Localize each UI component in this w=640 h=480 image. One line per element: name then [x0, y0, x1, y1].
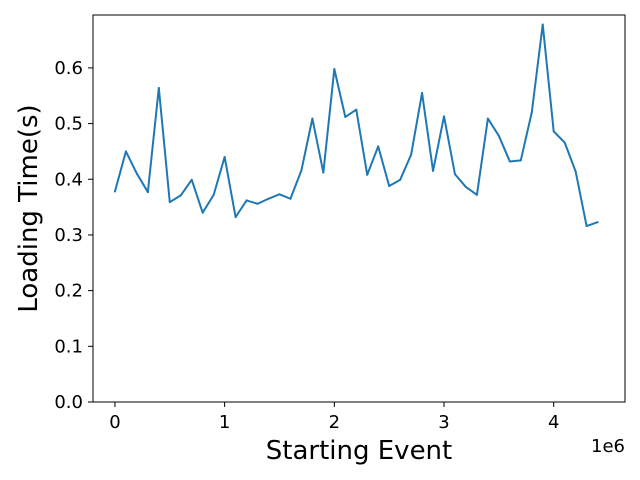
data-point — [410, 153, 413, 156]
y-tick-label: 0.2 — [54, 281, 83, 302]
data-point — [453, 173, 456, 176]
data-point — [168, 201, 171, 204]
data-point — [574, 170, 577, 173]
x-tick-label: 4 — [548, 412, 559, 433]
data-point — [497, 134, 500, 137]
data-point — [289, 197, 292, 200]
x-axis-offset-label: 1e6 — [591, 436, 625, 457]
data-point — [278, 193, 281, 196]
data-point — [432, 169, 435, 172]
data-point — [157, 86, 160, 89]
data-point — [333, 68, 336, 71]
x-tick-label: 2 — [329, 412, 340, 433]
y-tick-label: 0.4 — [54, 169, 83, 190]
y-axis-ticks: 0.0 0.1 0.2 0.3 0.4 0.5 0.6 — [54, 58, 93, 413]
x-axis-ticks: 0 1 2 3 4 — [109, 402, 559, 433]
x-tick-label: 3 — [438, 412, 449, 433]
data-point — [486, 117, 489, 120]
data-point — [179, 194, 182, 197]
x-tick-label: 1 — [219, 412, 230, 433]
data-point — [377, 145, 380, 148]
data-point — [399, 178, 402, 181]
data-point — [146, 191, 149, 194]
y-tick-label: 0.5 — [54, 114, 83, 135]
data-point — [355, 108, 358, 111]
data-point — [190, 178, 193, 181]
plot-layer — [113, 23, 599, 228]
data-point — [519, 159, 522, 162]
y-tick-label: 0.1 — [54, 336, 83, 357]
data-point — [201, 211, 204, 214]
data-point — [508, 160, 511, 163]
data-point — [366, 173, 369, 176]
x-axis-title: Starting Event — [266, 436, 452, 466]
data-point — [300, 169, 303, 172]
data-point — [234, 216, 237, 219]
series-line-0 — [113, 23, 598, 228]
y-tick-label: 0.3 — [54, 225, 83, 246]
data-point — [552, 130, 555, 133]
plot-area-frame — [92, 14, 626, 403]
data-point — [124, 150, 127, 153]
data-point — [267, 197, 270, 200]
data-point — [212, 193, 215, 196]
data-point — [135, 172, 138, 175]
y-axis-title: Loading Time(s) — [14, 104, 44, 312]
data-point — [464, 186, 467, 189]
x-tick-label: 0 — [109, 412, 120, 433]
data-point — [256, 202, 259, 205]
y-tick-label: 0.0 — [54, 392, 83, 413]
data-point — [596, 221, 599, 224]
data-point — [388, 184, 391, 187]
data-point — [113, 190, 116, 193]
data-point — [585, 225, 588, 228]
data-point — [530, 111, 533, 114]
data-point — [563, 141, 566, 144]
data-point — [421, 91, 424, 94]
data-point — [344, 115, 347, 118]
data-point — [245, 199, 248, 202]
data-point — [475, 193, 478, 196]
y-tick-label: 0.6 — [54, 58, 83, 79]
data-point — [443, 115, 446, 118]
data-point — [541, 23, 544, 26]
data-point — [311, 117, 314, 120]
data-point — [223, 155, 226, 158]
data-point — [322, 171, 325, 174]
